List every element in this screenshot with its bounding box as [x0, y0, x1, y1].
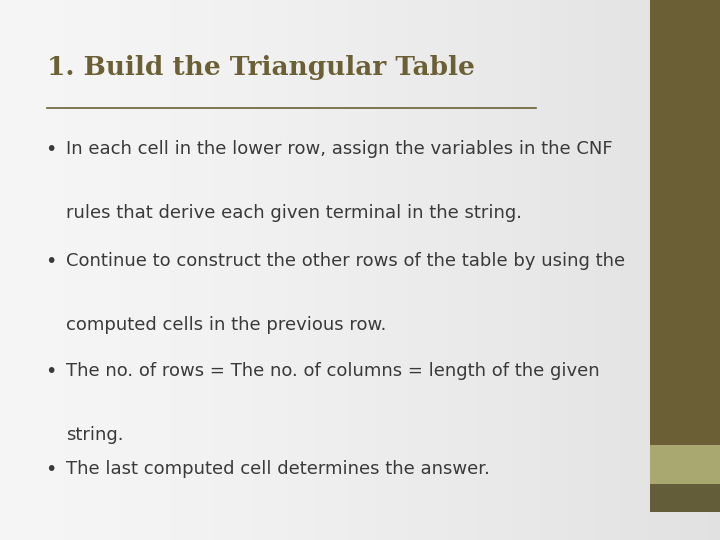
Text: •: • — [45, 362, 57, 381]
Text: •: • — [45, 252, 57, 271]
Text: •: • — [45, 460, 57, 479]
Text: Continue to construct the other rows of the table by using the

computed cells i: Continue to construct the other rows of … — [66, 252, 626, 334]
Text: 1. Build the Triangular Table: 1. Build the Triangular Table — [47, 55, 474, 80]
Text: The last computed cell determines the answer.: The last computed cell determines the an… — [66, 460, 490, 478]
Bar — [650, 445, 720, 484]
Bar — [650, 484, 720, 512]
Text: In each cell in the lower row, assign the variables in the CNF

rules that deriv: In each cell in the lower row, assign th… — [66, 140, 613, 222]
Text: •: • — [45, 140, 57, 159]
Bar — [650, 0, 720, 445]
Text: The no. of rows = The no. of columns = length of the given

string.: The no. of rows = The no. of columns = l… — [66, 362, 600, 444]
